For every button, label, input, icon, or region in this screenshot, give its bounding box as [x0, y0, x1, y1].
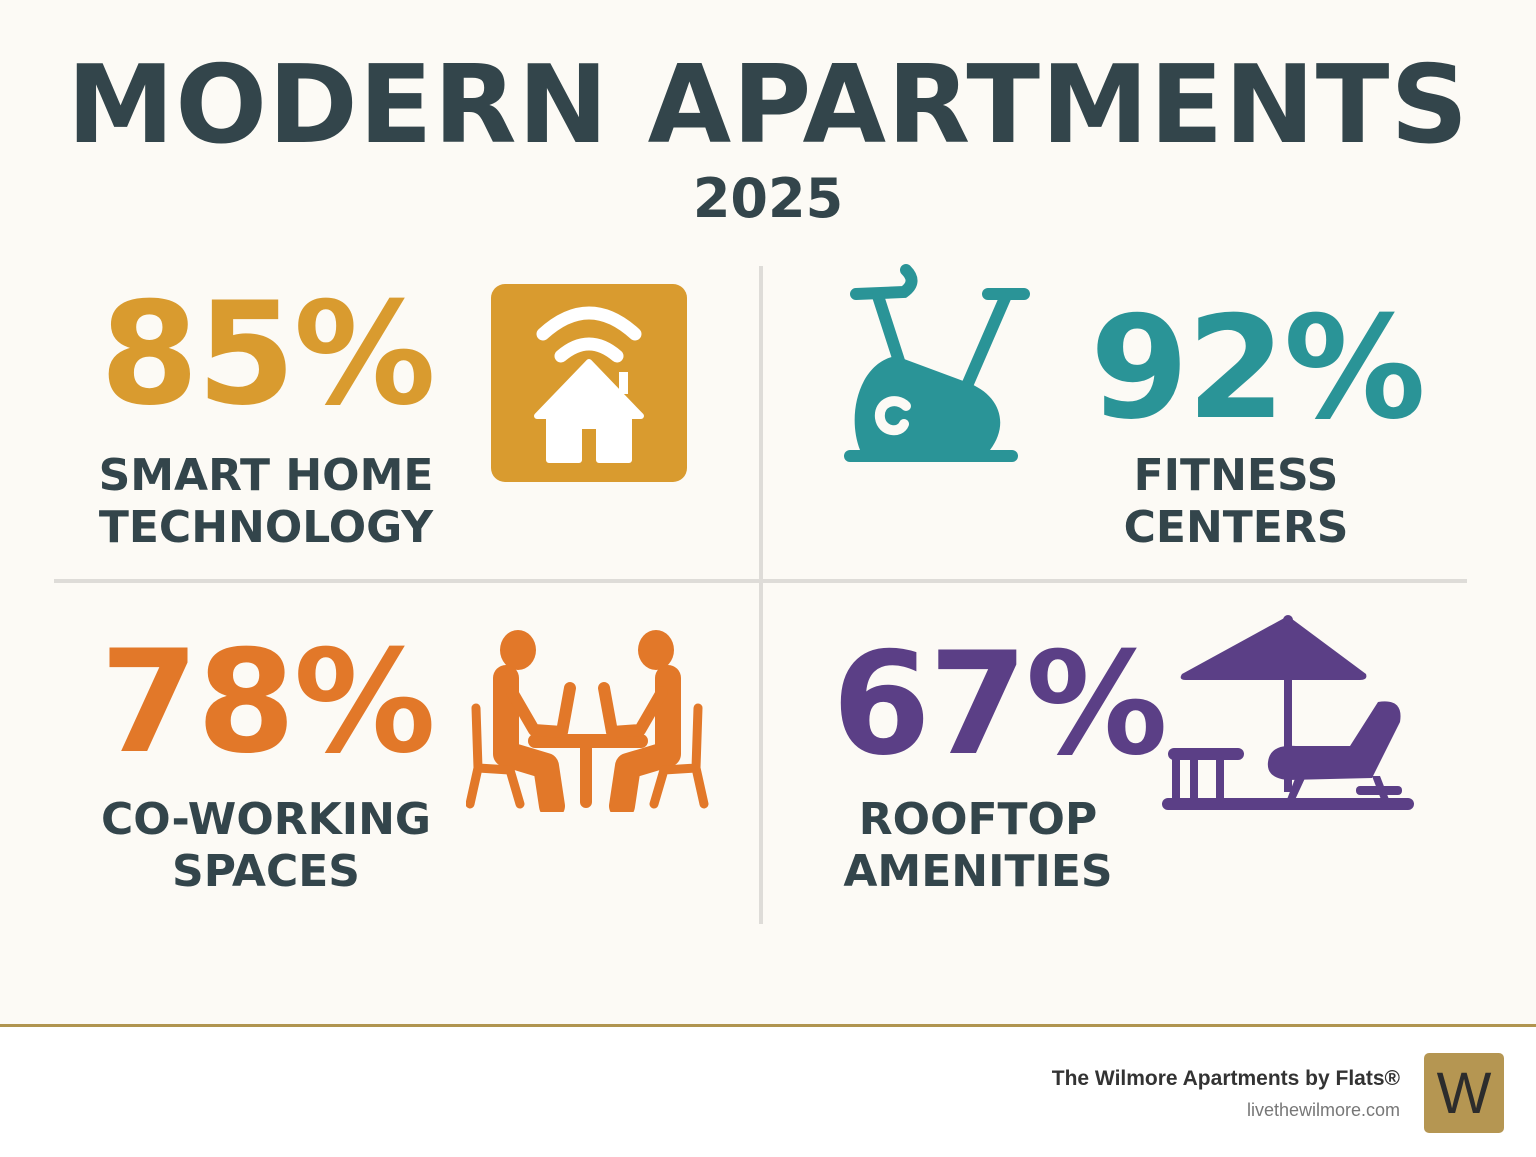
stat-label: ROOFTOP AMENITIES	[808, 794, 1148, 898]
stat-value: 78%	[100, 620, 436, 785]
smart-home-icon	[491, 284, 687, 482]
vertical-divider	[759, 266, 763, 924]
stat-label-line: SMART HOME	[98, 450, 434, 501]
stat-label-line: AMENITIES	[843, 846, 1113, 897]
stat-label-line: CO-WORKING	[100, 794, 432, 845]
footer: The Wilmore Apartments by Flats® livethe…	[0, 1024, 1536, 1157]
stat-label: FITNESS CENTERS	[1066, 450, 1406, 554]
stat-value: 67%	[832, 622, 1168, 787]
stat-label: SMART HOME TECHNOLOGY	[96, 450, 436, 554]
brand-logo-icon: W	[1424, 1053, 1504, 1133]
stat-value: 85%	[100, 272, 436, 437]
stat-label: CO-WORKING SPACES	[96, 794, 436, 898]
umbrella-lounger-icon	[1162, 615, 1414, 810]
stat-label-line: FITNESS	[1133, 450, 1339, 501]
page-year: 2025	[692, 167, 844, 230]
stat-label-line: SPACES	[172, 846, 360, 897]
page-title: MODERN APARTMENTS	[66, 43, 1470, 168]
brand-url[interactable]: livethewilmore.com	[1246, 1100, 1400, 1120]
stat-label-line: TECHNOLOGY	[98, 502, 434, 553]
stat-label-line: ROOFTOP	[858, 794, 1098, 845]
exercise-bike-icon	[844, 264, 1030, 462]
horizontal-divider	[54, 579, 1467, 583]
brand-name: The Wilmore Apartments by Flats®	[1051, 1067, 1400, 1090]
stat-label-line: CENTERS	[1123, 502, 1349, 553]
coworking-people-icon	[466, 630, 709, 812]
stat-value: 92%	[1090, 286, 1426, 451]
